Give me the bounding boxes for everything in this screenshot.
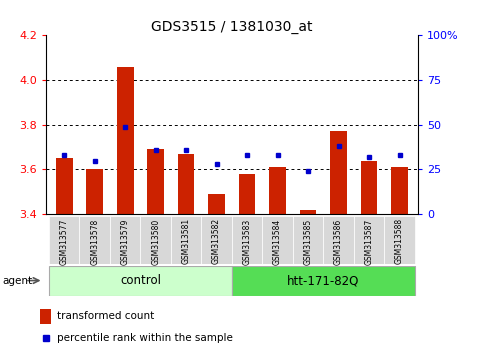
Bar bbox=[323, 216, 354, 264]
Text: GSM313587: GSM313587 bbox=[365, 218, 373, 264]
Bar bbox=[86, 170, 103, 214]
Bar bbox=[330, 131, 347, 214]
Bar bbox=[178, 154, 195, 214]
Bar bbox=[40, 309, 52, 324]
Bar bbox=[171, 216, 201, 264]
Bar bbox=[56, 158, 72, 214]
Bar bbox=[117, 67, 133, 214]
Bar bbox=[232, 216, 262, 264]
Bar bbox=[293, 216, 323, 264]
Bar bbox=[262, 216, 293, 264]
Bar bbox=[49, 266, 232, 296]
Text: GSM313579: GSM313579 bbox=[121, 218, 129, 265]
Text: transformed count: transformed count bbox=[57, 311, 155, 321]
Text: agent: agent bbox=[2, 275, 32, 286]
Bar bbox=[299, 210, 316, 214]
Bar bbox=[79, 216, 110, 264]
Bar bbox=[391, 167, 408, 214]
Bar bbox=[147, 149, 164, 214]
Text: GSM313577: GSM313577 bbox=[60, 218, 69, 265]
Bar bbox=[361, 160, 377, 214]
Text: GSM313588: GSM313588 bbox=[395, 218, 404, 264]
Text: GSM313578: GSM313578 bbox=[90, 218, 99, 264]
Bar bbox=[110, 216, 141, 264]
Bar bbox=[208, 194, 225, 214]
Text: GSM313583: GSM313583 bbox=[242, 218, 252, 264]
Bar bbox=[232, 266, 415, 296]
Text: GSM313582: GSM313582 bbox=[212, 218, 221, 264]
Text: control: control bbox=[120, 274, 161, 287]
Text: GSM313586: GSM313586 bbox=[334, 218, 343, 264]
Bar bbox=[384, 216, 415, 264]
Bar bbox=[49, 216, 79, 264]
Text: htt-171-82Q: htt-171-82Q bbox=[287, 274, 359, 287]
Text: GSM313584: GSM313584 bbox=[273, 218, 282, 264]
Bar bbox=[141, 216, 171, 264]
Text: GSM313580: GSM313580 bbox=[151, 218, 160, 264]
Bar bbox=[201, 216, 232, 264]
Title: GDS3515 / 1381030_at: GDS3515 / 1381030_at bbox=[151, 21, 313, 34]
Text: GSM313585: GSM313585 bbox=[303, 218, 313, 264]
Text: percentile rank within the sample: percentile rank within the sample bbox=[57, 332, 233, 343]
Bar bbox=[354, 216, 384, 264]
Text: GSM313581: GSM313581 bbox=[182, 218, 191, 264]
Bar bbox=[239, 174, 256, 214]
Bar bbox=[269, 167, 286, 214]
